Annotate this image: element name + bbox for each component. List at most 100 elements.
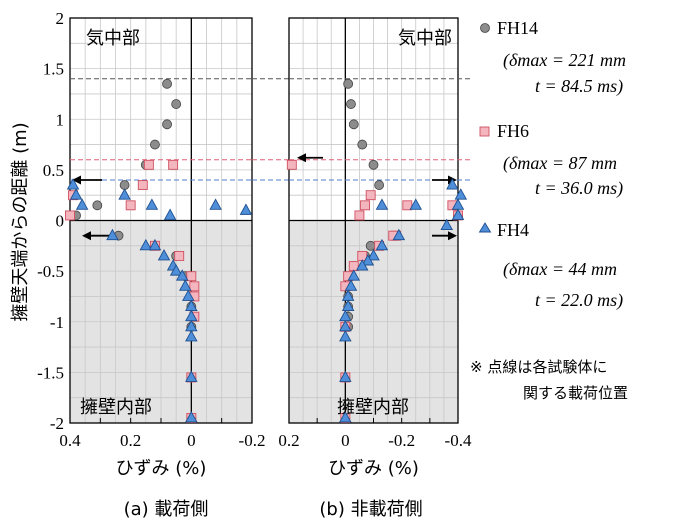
x-tick-label: 0 [341, 431, 350, 450]
x-tick-label: 0 [187, 431, 196, 450]
panel-b-caption: (b) 非載荷側 [319, 499, 422, 520]
x-tick-label: -0.2 [239, 431, 266, 450]
y-tick-label: -1 [50, 313, 64, 332]
legend-detail-fh6-1: (δmax = 87 mm [503, 153, 617, 174]
data-point-fh4 [163, 208, 177, 220]
data-point-fh14 [368, 159, 379, 170]
data-point-fh14 [346, 99, 356, 109]
data-point-fh4 [157, 249, 171, 261]
data-point-fh14 [119, 180, 130, 190]
note-line-2: 関する載荷位置 [523, 384, 628, 402]
region-label-air: 気中部 [86, 28, 140, 49]
legend-marker-fh4 [478, 222, 492, 233]
data-point-fh14 [348, 119, 359, 130]
data-point-fh4 [440, 218, 453, 231]
data-point-fh4 [118, 188, 131, 200]
data-point-fh4 [409, 198, 423, 210]
data-point-fh6 [360, 200, 370, 211]
data-point-fh4 [169, 264, 183, 276]
data-point-fh4 [367, 249, 380, 261]
region-label-air: 気中部 [398, 28, 452, 49]
legend-detail-fh14-2: t = 84.5 ms) [535, 76, 623, 97]
x-axis-label: ひずみ (%) [116, 458, 207, 479]
data-point-fh6 [286, 159, 297, 170]
data-point-fh14 [150, 139, 160, 150]
x-tick-label: -0.4 [445, 431, 472, 450]
data-point-fh14 [374, 180, 385, 190]
data-point-fh4 [75, 198, 89, 210]
data-point-fh4 [451, 208, 465, 220]
load-arrow-head [82, 231, 91, 241]
data-point-fh4 [375, 198, 389, 210]
y-tick-label: -0.5 [37, 262, 64, 281]
data-point-fh4 [355, 259, 369, 271]
legend-marker-fh14 [480, 23, 490, 33]
data-point-fh6 [168, 159, 179, 170]
data-point-fh4 [182, 289, 195, 301]
legend-marker-fh6 [479, 126, 490, 137]
legend-detail-fh6-2: t = 36.0 ms) [535, 178, 623, 199]
data-point-fh4 [341, 299, 355, 312]
x-axis-label: ひずみ (%) [328, 458, 419, 479]
legend-item-fh4: FH4 (δmax = 44 mm t = 22.0 ms) [478, 220, 623, 311]
data-point-fh4 [454, 188, 468, 200]
y-tick-label: 0.5 [43, 161, 64, 180]
legend-detail-fh4-1: (δmax = 44 mm [503, 259, 617, 280]
data-point-fh14 [162, 119, 172, 130]
data-point-fh4 [145, 198, 159, 210]
data-point-fh14 [92, 200, 103, 211]
data-point-fh4 [339, 411, 352, 423]
data-point-fh14 [343, 78, 354, 89]
data-point-fh14 [162, 78, 172, 89]
y-tick-label: 1 [56, 110, 65, 129]
x-tick-label: 0.2 [120, 431, 141, 450]
data-point-fh4 [392, 228, 406, 241]
legend-label-fh6: FH6 [497, 121, 529, 141]
data-point-fh4 [106, 228, 119, 241]
data-point-fh4 [209, 198, 222, 210]
data-point-fh4 [139, 238, 153, 251]
data-point-fh4 [148, 238, 162, 251]
data-point-fh6 [174, 250, 185, 261]
data-point-fh6 [65, 210, 75, 221]
y-axis-label: 擁壁天端からの距離 (m) [10, 122, 31, 321]
legend-label-fh14: FH14 [497, 18, 538, 38]
data-point-fh6 [402, 200, 413, 211]
x-tick-label: -0.2 [388, 431, 415, 450]
data-point-fh4 [69, 188, 83, 200]
y-tick-label: -1.5 [37, 363, 64, 382]
data-point-fh4 [339, 370, 352, 382]
legend-label-fh4: FH4 [497, 220, 529, 240]
legend-detail-fh4-2: t = 22.0 ms) [535, 290, 623, 311]
x-tick-label: 0.2 [278, 431, 299, 450]
data-point-fh4 [66, 178, 80, 190]
panel-a-caption: (a) 載荷側 [124, 499, 209, 520]
data-point-fh6 [143, 159, 154, 170]
data-point-fh4 [185, 370, 198, 382]
data-point-fh4 [239, 203, 253, 215]
data-point-fh6 [365, 190, 376, 201]
data-point-fh4 [446, 178, 459, 190]
data-point-fh6 [354, 210, 365, 221]
x-tick-label: 0.4 [59, 431, 81, 450]
legend: FH14 (δmax = 221 mm t = 84.5 ms) FH6 (δm… [470, 18, 628, 402]
legend-item-fh14: FH14 (δmax = 221 mm t = 84.5 ms) [480, 18, 626, 97]
data-point-fh6 [125, 200, 136, 211]
data-point-fh4 [175, 269, 189, 281]
region-label-wall: 擁壁内部 [80, 397, 152, 418]
region-label-wall: 擁壁内部 [337, 397, 409, 418]
data-point-fh14 [171, 99, 182, 109]
note-line-1: ※ 点線は各試験体に [470, 358, 607, 376]
data-point-fh4 [347, 269, 361, 281]
y-tick-label: 0 [56, 212, 65, 231]
data-point-fh4 [339, 330, 352, 342]
load-arrow-head [297, 153, 306, 163]
y-tick-label: -2 [50, 414, 64, 433]
load-arrow-head [72, 175, 81, 185]
data-point-fh4 [375, 238, 389, 251]
data-point-fh4 [344, 279, 358, 291]
data-point-fh6 [189, 281, 200, 292]
